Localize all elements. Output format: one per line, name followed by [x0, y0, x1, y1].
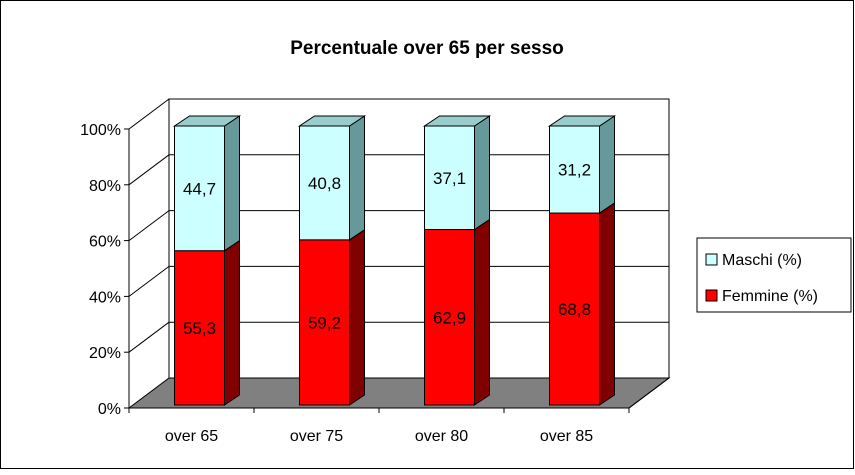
gridline-side — [128, 265, 170, 297]
x-tick-label: over 80 — [415, 428, 468, 445]
data-label: 62,9 — [433, 308, 466, 327]
bar-femmine — [549, 202, 615, 406]
gridline-side — [128, 154, 170, 186]
bar-front — [299, 125, 350, 241]
bar-femmine — [174, 239, 240, 406]
data-label: 40,8 — [308, 174, 341, 193]
bar-side — [599, 202, 615, 406]
bar-side — [224, 115, 240, 252]
legend: Maschi (%) Femmine (%) — [696, 237, 852, 313]
bar-front — [549, 212, 600, 406]
bar-front — [299, 239, 350, 406]
gridline-side — [128, 210, 170, 242]
data-label: 44,7 — [183, 179, 216, 198]
bar-side — [349, 115, 365, 241]
bars — [172, 115, 617, 406]
y-tick-label: 20% — [89, 345, 121, 362]
data-label: 59,2 — [308, 313, 341, 332]
bar-side — [474, 115, 490, 231]
x-tick-label: over 85 — [540, 428, 593, 445]
legend-label-femmine: Femmine (%) — [722, 288, 818, 305]
data-label: 31,2 — [558, 161, 591, 180]
bar-maschi — [422, 115, 492, 231]
y-tick-label: 80% — [89, 178, 121, 195]
bar-maschi — [297, 115, 367, 241]
axes — [124, 128, 670, 413]
data-labels: 55,3 44,7 59,2 40,8 62,9 37,1 68,8 31,2 — [183, 161, 591, 338]
bar-femmine — [299, 228, 365, 406]
y-tick-label: 100% — [80, 122, 121, 139]
bar-side — [224, 239, 240, 406]
y-tick-label: 60% — [89, 234, 121, 251]
x-tick-labels: over 65 over 75 over 80 over 85 — [165, 428, 593, 445]
x-tick-label: over 65 — [165, 428, 218, 445]
bar-top — [297, 115, 367, 127]
bar-top — [172, 115, 242, 127]
y-tick-label: 0% — [98, 401, 121, 418]
bar-top — [422, 115, 492, 127]
bar-top — [547, 115, 617, 127]
bar-front — [424, 229, 475, 406]
data-label: 37,1 — [433, 169, 466, 188]
legend-label-maschi: Maschi (%) — [722, 252, 802, 269]
x-tick-label: over 75 — [290, 428, 343, 445]
bar-front — [174, 125, 225, 252]
bar-side — [599, 115, 615, 214]
y-tick-labels: 0% 20% 40% 60% 80% 100% — [80, 122, 121, 418]
legend-swatch-maschi — [705, 253, 718, 266]
bar-femmine — [424, 218, 490, 406]
chart-title: Percentuale over 65 per sesso — [290, 38, 564, 59]
bar-front — [174, 250, 225, 406]
legend-swatch-femmine — [705, 289, 718, 302]
data-label: 55,3 — [183, 319, 216, 338]
bar-maschi — [172, 115, 242, 252]
x-axis-depth-edge — [628, 377, 670, 409]
bar-maschi — [547, 115, 617, 214]
bar-side — [474, 218, 490, 406]
legend-box — [696, 237, 852, 313]
data-label: 68,8 — [558, 300, 591, 319]
bar-side — [349, 228, 365, 406]
gridline-side — [128, 98, 170, 130]
y-tick-label: 40% — [89, 289, 121, 306]
bar-front — [424, 125, 475, 231]
gridline-side — [128, 321, 170, 353]
